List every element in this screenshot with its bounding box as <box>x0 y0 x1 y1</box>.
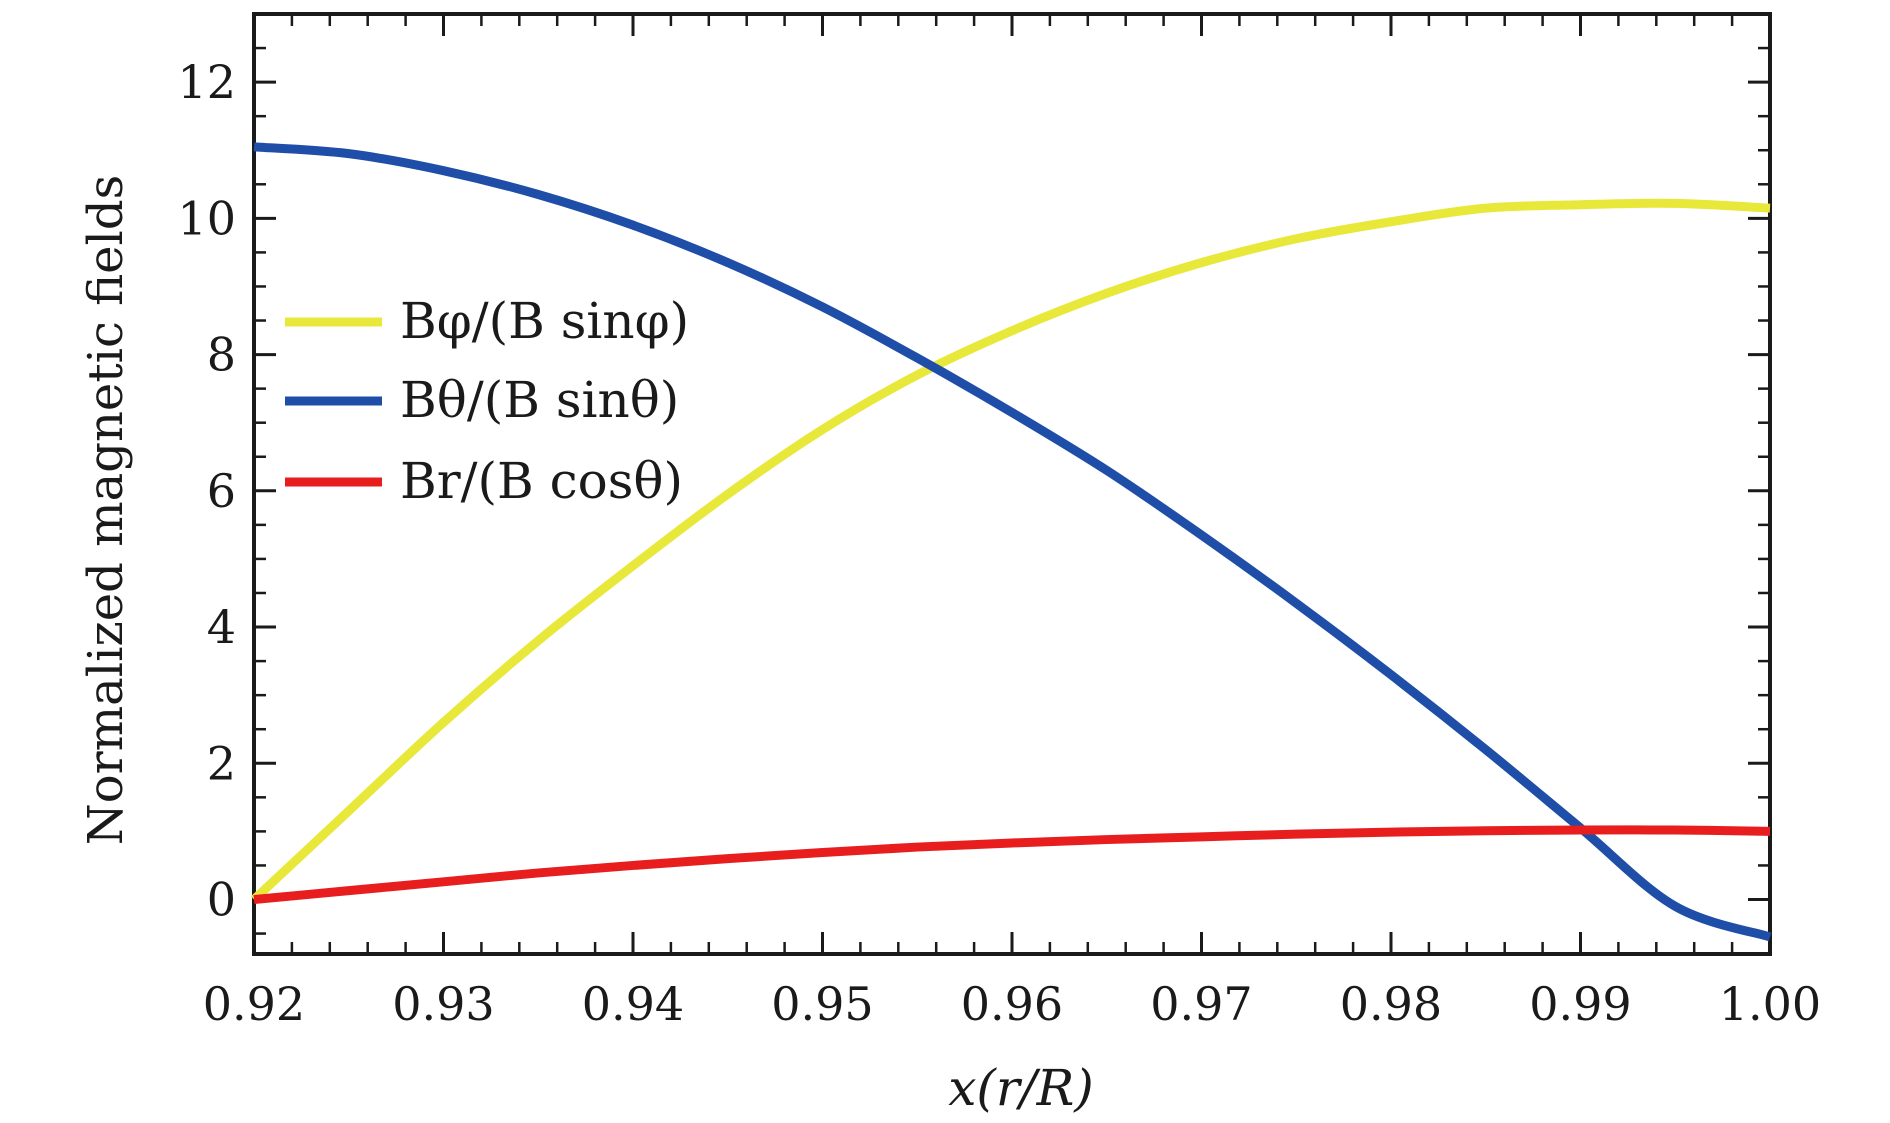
x-tick-label: 0.95 <box>771 977 873 1031</box>
x-tick-label: 0.99 <box>1529 977 1631 1031</box>
x-tick-label: 0.92 <box>203 977 305 1031</box>
y-tick-label: 6 <box>207 464 236 518</box>
x-axis-title: x(r/R) <box>948 1059 1094 1117</box>
series-line-b-theta <box>253 142 1772 942</box>
y-axis-title: Normalized magnetic fields <box>78 175 134 845</box>
x-tick-label: 0.96 <box>961 977 1063 1031</box>
y-tick-label: 2 <box>207 736 236 790</box>
series-line-b-r <box>253 825 1771 904</box>
legend-label-b-r: Br/(B cosθ) <box>400 452 683 510</box>
y-tick-label: 8 <box>207 328 236 382</box>
x-tick-label: 1.00 <box>1719 977 1821 1031</box>
y-tick-label: 4 <box>207 600 236 654</box>
y-tick-label: 12 <box>177 55 236 109</box>
legend-label-b-theta: Bθ/(B sinθ) <box>400 371 679 429</box>
y-axis-ticks: 0 2 4 6 8 10 12 <box>177 46 1770 935</box>
series-line-b-phi <box>250 198 1771 903</box>
x-tick-label: 0.97 <box>1150 977 1252 1031</box>
x-tick-label: 0.98 <box>1340 977 1442 1031</box>
x-tick-label: 0.94 <box>582 977 684 1031</box>
x-axis-ticks: 0.92 0.93 0.94 0.95 0.96 0.97 0.98 0.99 1.00 <box>203 14 1821 1031</box>
y-tick-label: 10 <box>177 191 236 245</box>
legend: Bφ/(B sinφ) Bθ/(B sinθ) Br/(B cosθ) <box>285 292 689 510</box>
x-tick-label: 0.93 <box>392 977 494 1031</box>
series-layer <box>250 142 1772 942</box>
legend-label-b-phi: Bφ/(B sinφ) <box>400 292 689 350</box>
y-tick-label: 0 <box>207 873 236 927</box>
